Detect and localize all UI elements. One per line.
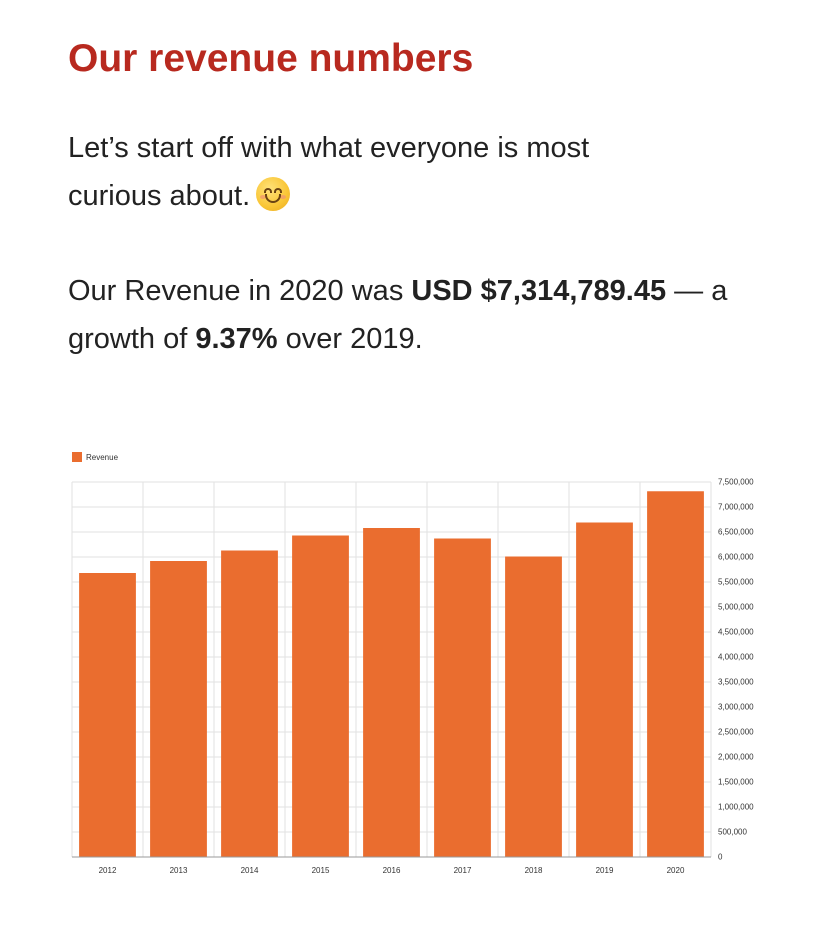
summary-text-3: over 2019. xyxy=(277,323,423,355)
y-tick-label: 6,000,000 xyxy=(718,553,754,562)
y-tick-label: 2,500,000 xyxy=(718,728,754,737)
x-tick-label: 2013 xyxy=(170,866,188,875)
bar xyxy=(363,528,420,857)
summary-text-2: — a growth of xyxy=(68,275,728,355)
x-tick-label: 2016 xyxy=(383,866,401,875)
y-tick-label: 4,000,000 xyxy=(718,653,754,662)
bar xyxy=(576,522,633,857)
y-tick-label: 5,500,000 xyxy=(718,578,754,587)
y-tick-label: 1,500,000 xyxy=(718,778,754,787)
x-tick-label: 2020 xyxy=(667,866,685,875)
revenue-amount: USD $7,314,789.45 xyxy=(411,275,667,307)
revenue-chart: 0 500,000 1,000,000 1,500,000 2,000,000 2,500… xyxy=(71,452,754,875)
y-tick-label: 500,000 xyxy=(718,828,747,837)
bar xyxy=(292,535,349,857)
bar xyxy=(221,550,278,857)
bar xyxy=(434,538,491,857)
y-tick-label: 0 xyxy=(718,853,723,862)
y-tick-label: 6,500,000 xyxy=(718,528,754,537)
x-tick-label: 2019 xyxy=(596,866,614,875)
y-tick-label: 1,000,000 xyxy=(718,803,754,812)
bar xyxy=(647,491,704,857)
bar xyxy=(505,556,562,857)
x-tick-label: 2018 xyxy=(525,866,543,875)
intro-paragraph: Let’s start off with what everyone is mo… xyxy=(68,124,688,220)
legend-label: Revenue xyxy=(86,453,119,462)
x-tick-label: 2014 xyxy=(241,866,259,875)
y-tick-label: 7,000,000 xyxy=(718,503,754,512)
y-tick-label: 4,500,000 xyxy=(718,628,754,637)
y-tick-label: 2,000,000 xyxy=(718,753,754,762)
bar xyxy=(79,573,136,857)
y-tick-label: 7,500,000 xyxy=(718,478,754,487)
x-tick-label: 2017 xyxy=(454,866,472,875)
bar xyxy=(150,561,207,857)
summary-text-1: Our Revenue in 2020 was xyxy=(68,275,412,307)
legend-swatch xyxy=(72,452,82,462)
revenue-summary: Our Revenue in 2020 was USD $7,314,789.4… xyxy=(68,267,788,363)
smiling-face-icon xyxy=(256,177,291,211)
page-title: Our revenue numbers xyxy=(68,37,474,80)
x-tick-label: 2015 xyxy=(312,866,330,875)
x-tick-label: 2012 xyxy=(99,866,117,875)
y-tick-label: 3,500,000 xyxy=(718,678,754,687)
intro-text: Let’s start off with what everyone is mo… xyxy=(68,132,590,212)
y-tick-label: 3,000,000 xyxy=(718,703,754,712)
growth-percent: 9.37% xyxy=(195,323,278,355)
y-tick-label: 5,000,000 xyxy=(718,603,754,612)
